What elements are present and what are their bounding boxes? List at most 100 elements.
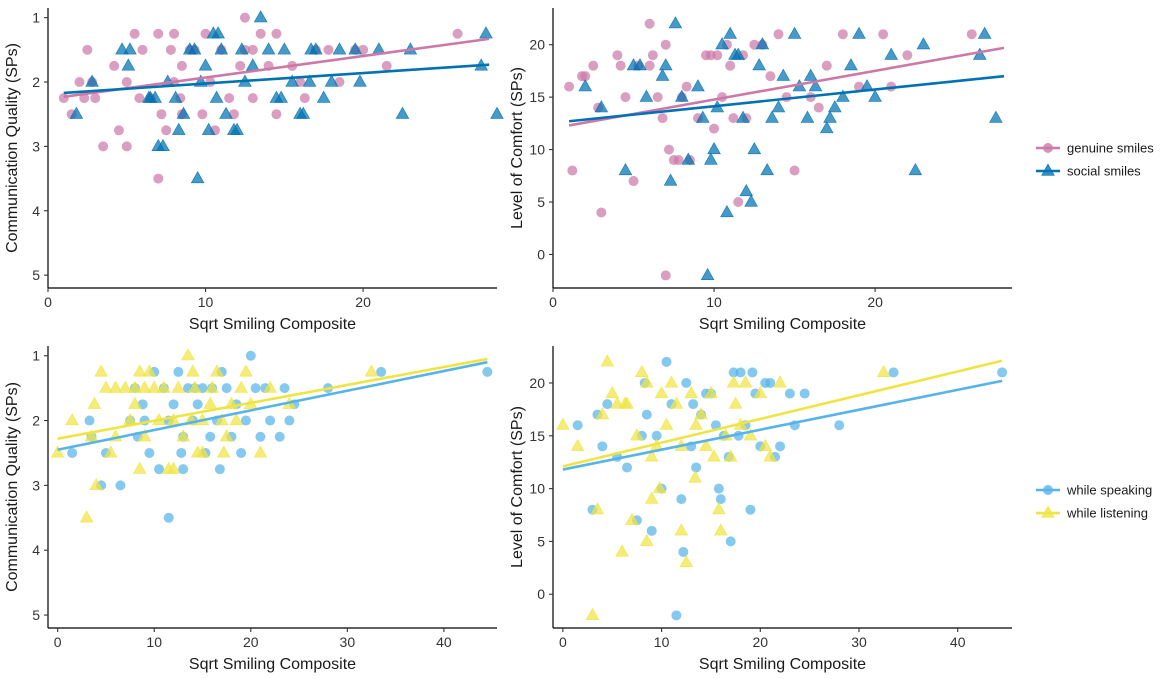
data-point-triangle [681,152,696,165]
data-point-triangle [132,461,147,474]
y-tick-label: 10 [529,481,545,497]
data-point-triangle [688,470,702,483]
data-point-triangle [787,26,802,39]
x-tick-label: 20 [243,634,259,650]
data-point-circle [902,50,913,61]
x-tick-label: 30 [851,634,867,650]
x-tick-label: 10 [146,634,162,650]
data-point-circle [381,60,392,71]
data-point-triangle [103,445,118,458]
x-tick-label: 0 [44,294,52,310]
data-point-triangle [171,122,186,135]
trend-line-while-listening [57,357,488,440]
data-point-circle [299,93,310,104]
data-point-triangle [490,106,504,119]
data-point-circle [681,81,692,92]
data-point-circle [284,415,295,426]
data-point-circle [725,536,736,547]
data-point-circle [168,399,179,410]
data-point-circle [144,447,155,458]
data-point-triangle [210,364,224,377]
data-point-triangle [639,533,654,546]
data-point-circle [837,29,848,40]
data-point-triangle [977,26,992,39]
data-point-triangle [195,445,210,458]
data-point-triangle [747,142,762,155]
data-point-circle [247,93,258,104]
data-point-triangle [758,438,773,451]
data-point-circle [178,464,189,475]
data-point-circle [58,93,69,104]
data-point-triangle [679,555,694,568]
y-tick-label: 1 [32,10,40,26]
data-point-triangle [156,138,170,151]
data-point-circle [255,28,266,39]
legend-item-while-listening: while listening [1036,505,1148,521]
data-point-triangle [776,68,791,81]
data-point-triangle [364,364,379,377]
data-point-triangle [205,380,219,393]
data-point-triangle [639,89,654,102]
data-point-circle [67,447,78,458]
data-point-triangle [731,47,746,60]
panel-bottom-left-comm-quality-speaking-listening: 0 10 20 30 40 1 2 3 4 5 Sqrt Smiling Composite Comm… [4,346,497,673]
x-tick-label: 10 [654,634,670,650]
data-point-triangle [630,428,644,441]
data-point-circle [192,399,203,410]
data-point-triangle [723,26,737,39]
data-point-circle [161,125,172,136]
legend-key-circle [1043,485,1053,495]
data-point-circle [245,350,256,361]
data-point-circle [784,388,795,399]
data-point-triangle [689,417,703,430]
data-point-circle [728,367,739,378]
data-point-triangle [143,90,158,103]
y-tick-label: 15 [529,428,545,444]
data-point-circle [109,60,120,71]
data-point-triangle [304,42,318,55]
data-point-triangle [187,42,202,55]
series-social-smiles [69,10,504,184]
data-point-circle [176,60,187,71]
data-point-triangle [828,100,842,113]
data-point-triangle [585,607,600,620]
data-point-circle [452,28,463,39]
data-point-circle [580,71,591,82]
data-point-triangle [234,42,249,55]
data-point-triangle [916,37,931,50]
data-point-triangle [296,106,311,119]
data-point-triangle [176,429,190,442]
data-point-triangle [738,375,753,388]
series-genuine-smiles [564,18,977,281]
data-point-triangle [69,106,84,119]
data-point-triangle [89,477,104,490]
y-tick-label: 10 [529,142,545,158]
data-point-circle [644,60,655,71]
trend-line-while-speaking [57,360,488,451]
data-point-triangle [142,364,157,377]
data-point-circle [641,409,652,420]
data-point-triangle [715,37,729,50]
data-point-circle [660,39,671,50]
data-point-triangle [302,74,317,87]
data-point-triangle [137,429,152,442]
data-point-circle [121,141,132,152]
legend-label: social smiles [1067,164,1141,179]
data-point-circle [651,430,662,441]
data-point-circle [596,207,607,218]
data-point-triangle [590,502,605,515]
data-point-triangle [190,171,205,184]
legend-label: while listening [1066,506,1148,521]
x-axis-title: Sqrt Smiling Composite [189,656,356,673]
data-point-triangle [760,163,775,176]
data-point-triangle [736,110,750,123]
trend-line-social-smiles [63,63,490,95]
data-point-triangle [203,396,218,409]
data-point-triangle [600,354,615,367]
legend-key-circle [1043,143,1053,153]
data-point-triangle [118,380,133,393]
data-point-circle [813,102,824,113]
data-point-triangle [65,413,79,426]
y-tick-label: 5 [32,607,40,623]
data-point-circle [676,494,687,505]
